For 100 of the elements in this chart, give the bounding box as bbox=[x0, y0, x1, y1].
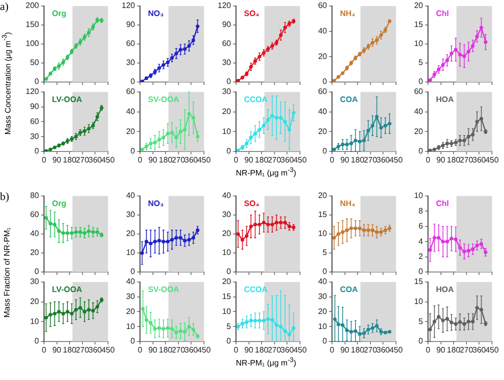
x-tick-label: 180 bbox=[446, 345, 461, 354]
y-tick-label: 4 bbox=[418, 236, 424, 246]
y-tick-label: 120 bbox=[218, 1, 232, 10]
y-tick-label: 60 bbox=[30, 116, 40, 126]
text: b) bbox=[0, 191, 10, 203]
x-tick-label: 0 bbox=[330, 345, 335, 354]
x-tick-label: 270 bbox=[172, 345, 186, 354]
text: COA bbox=[340, 285, 358, 294]
y-tick-label: 15 bbox=[414, 20, 424, 30]
x-tick-label: 0 bbox=[234, 155, 239, 164]
y-tick-label: 0 bbox=[226, 336, 232, 346]
y-tick-label: 40 bbox=[126, 277, 136, 286]
text: LV-OOA bbox=[52, 95, 82, 104]
y-tick-label: 5 bbox=[226, 322, 232, 331]
y-tick-label: 10 bbox=[126, 322, 136, 331]
y-tick-label: 60 bbox=[222, 39, 232, 48]
x-tick-label: 450 bbox=[101, 155, 116, 164]
x-tick-label: 0 bbox=[426, 345, 431, 354]
y-tick-label: 10 bbox=[414, 191, 424, 200]
x-tick-label: 360 bbox=[280, 155, 294, 164]
y-tick-label: 200 bbox=[26, 1, 40, 10]
x-tick-label: 270 bbox=[76, 155, 90, 164]
y-tick-label: 40 bbox=[30, 229, 40, 238]
y-tick-label: 0 bbox=[34, 267, 40, 276]
text: HOA bbox=[436, 95, 454, 104]
x-tick-label: 450 bbox=[389, 345, 404, 354]
series-label: SV-OOA bbox=[148, 95, 180, 104]
y-tick-label: 15 bbox=[414, 277, 424, 286]
x-tick-label: 90 bbox=[148, 345, 158, 354]
x-tick-label: 270 bbox=[172, 155, 186, 164]
y-tick-label: 60 bbox=[126, 87, 136, 96]
x-tick-label: 0 bbox=[330, 155, 335, 164]
x-tick-label: 360 bbox=[88, 155, 102, 164]
y-tick-label: 0 bbox=[130, 336, 136, 346]
y-tick-label: 0 bbox=[130, 77, 136, 86]
x-tick-label: 90 bbox=[436, 155, 446, 164]
text: COA bbox=[340, 95, 358, 104]
x-axis-title: NR-PM₁ (μg m$^{-3}$) bbox=[234, 167, 298, 178]
y-tick-label: 120 bbox=[122, 1, 136, 10]
x-tick-label: 450 bbox=[293, 345, 308, 354]
x-axis-title: NR-PM₁ (μg m$^{-3}$) bbox=[234, 357, 298, 368]
x-tick-label: 180 bbox=[62, 345, 77, 354]
x-tick-label: 360 bbox=[376, 345, 390, 354]
y-tick-label: 20 bbox=[414, 126, 424, 136]
y-tick-label: 10 bbox=[414, 297, 424, 306]
x-tick-label: 450 bbox=[293, 155, 308, 164]
y-tick-label: 10 bbox=[318, 322, 328, 331]
y-tick-label: 80 bbox=[30, 191, 40, 200]
y-tick-label: 10 bbox=[222, 248, 232, 258]
text: CCOA bbox=[244, 285, 268, 294]
y-tick-label: 20 bbox=[126, 126, 136, 136]
x-tick-label: 360 bbox=[280, 345, 294, 354]
x-tick-label: 180 bbox=[350, 345, 365, 354]
y-tick-label: 2 bbox=[418, 252, 424, 262]
x-tick-label: 90 bbox=[148, 155, 158, 164]
x-tick-label: 90 bbox=[52, 155, 62, 164]
y-tick-label: 120 bbox=[26, 87, 40, 96]
x-tick-label: 360 bbox=[184, 155, 198, 164]
y-tick-label: 20 bbox=[222, 277, 232, 286]
y-tick-label: 60 bbox=[318, 1, 328, 10]
y-tick-label: 90 bbox=[222, 20, 232, 30]
y-tick-label: 40 bbox=[126, 107, 136, 116]
text: Chl bbox=[436, 9, 449, 18]
y-tick-label: 0 bbox=[418, 146, 424, 156]
y-tick-label: 0 bbox=[34, 336, 40, 346]
y-tick-label: 5 bbox=[418, 316, 424, 326]
y-tick-label: 100 bbox=[26, 39, 40, 48]
y-tick-label: 30 bbox=[126, 292, 136, 302]
text: Org bbox=[52, 9, 66, 18]
x-tick-label: 90 bbox=[244, 155, 254, 164]
y-axis-title: Mass Fraction of NR-PM₁ bbox=[2, 227, 12, 318]
x-tick-label: 90 bbox=[436, 345, 446, 354]
x-tick-label: 0 bbox=[138, 345, 143, 354]
y-tick-label: 0 bbox=[418, 77, 424, 86]
y-tick-label: 0 bbox=[34, 77, 40, 86]
text: SO₄ bbox=[244, 9, 260, 18]
y-tick-label: 40 bbox=[318, 26, 328, 36]
y-tick-label: 30 bbox=[222, 58, 232, 68]
y-tick-label: 90 bbox=[126, 20, 136, 30]
series-label: SO₄ bbox=[244, 199, 260, 208]
y-tick-label: 30 bbox=[30, 277, 40, 286]
x-tick-label: 180 bbox=[62, 155, 77, 164]
x-tick-label: 180 bbox=[254, 155, 269, 164]
text: Chl bbox=[436, 199, 449, 208]
y-tick-label: 60 bbox=[30, 210, 40, 220]
x-tick-label: 180 bbox=[254, 345, 269, 354]
series-label: CCOA bbox=[244, 95, 268, 104]
text: NH₄ bbox=[340, 199, 356, 208]
y-tick-label: 20 bbox=[30, 297, 40, 306]
series-label: Org bbox=[52, 199, 66, 208]
x-tick-label: 0 bbox=[426, 155, 431, 164]
x-tick-label: 270 bbox=[364, 345, 378, 354]
y-tick-label: 40 bbox=[414, 107, 424, 116]
y-tick-label: 60 bbox=[126, 39, 136, 48]
y-tick-label: 8 bbox=[418, 206, 424, 216]
y-tick-label: 30 bbox=[126, 210, 136, 220]
y-tick-label: 60 bbox=[318, 87, 328, 96]
y-tick-label: 10 bbox=[222, 306, 232, 316]
x-tick-label: 90 bbox=[244, 345, 254, 354]
x-tick-label: 180 bbox=[158, 155, 173, 164]
